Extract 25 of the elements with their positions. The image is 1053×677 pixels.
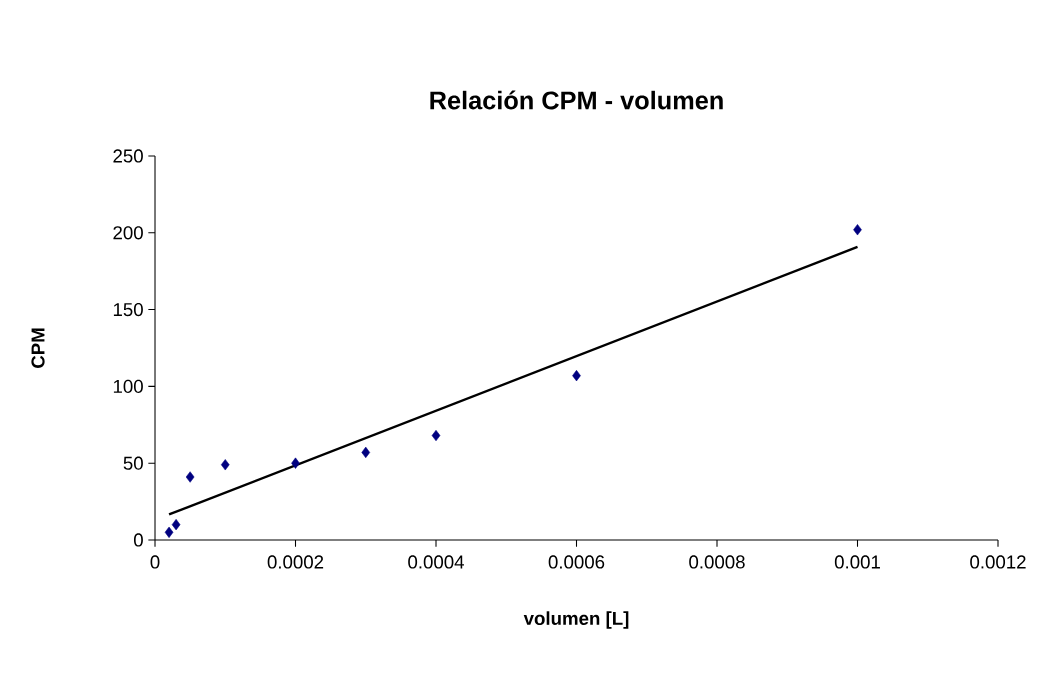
x-tick-label: 0.0004 [408,555,464,569]
chart-title: Relación CPM - volumen [430,90,723,110]
x-tick-label: 0.0008 [689,555,745,569]
point [361,446,371,459]
x-tick-label: 0.0006 [548,555,605,569]
y-tick-label: 150 [113,302,143,317]
x-tick-label: 0.0002 [267,555,324,569]
point [220,459,230,471]
point [171,519,181,531]
point [185,471,195,483]
point [431,429,441,442]
point [853,224,862,236]
x-tick-label: 0 [150,555,160,569]
point [164,526,174,538]
point [291,457,300,469]
x-tick-label: 0.001 [834,555,880,569]
y-axis-title: CPM [31,328,45,368]
y-tick-label: 250 [113,149,143,163]
point [572,370,581,382]
y-tick-label: 200 [113,226,143,240]
x-tick-label: 0.0012 [970,555,1026,569]
x-axis-title: volumen [L] [523,611,629,629]
y-tick-label: 0 [133,533,143,547]
y-tick-label: 100 [113,379,143,393]
y-tick-label: 50 [123,456,143,470]
